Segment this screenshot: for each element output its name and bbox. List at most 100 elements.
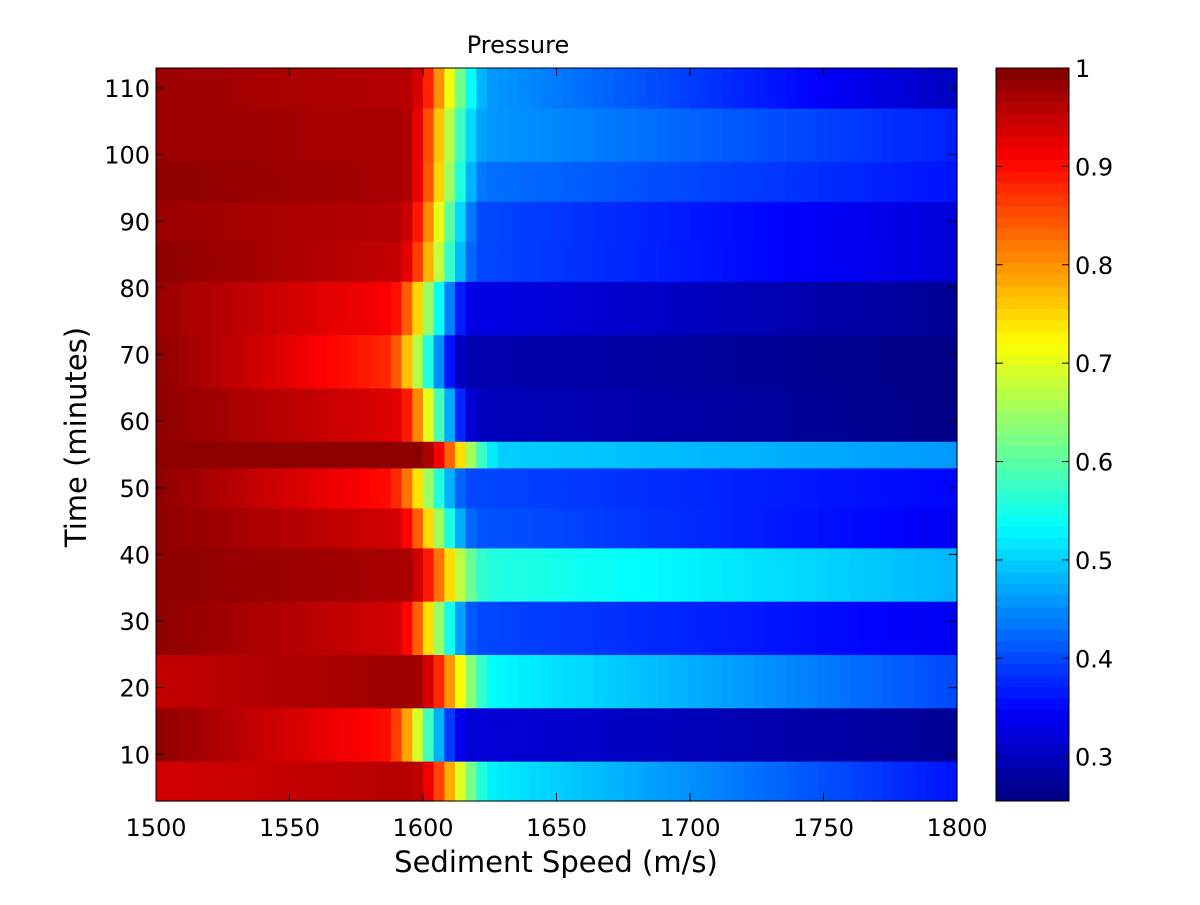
heatmap-cell-r13-c18 (348, 161, 360, 202)
heatmap-cell-r11-c49 (679, 241, 691, 282)
heatmap-cell-r14-c70 (903, 107, 915, 162)
heatmap-cell-r0-c17 (337, 761, 349, 802)
colorbar-segment-48 (996, 239, 1069, 252)
heatmap-cell-r7-c5 (209, 441, 221, 469)
heatmap-cell-r10-c27 (444, 281, 456, 336)
heatmap-cell-r11-c56 (754, 241, 766, 282)
heatmap-cell-r4-c73 (935, 547, 947, 602)
heatmap-cell-r15-c59 (786, 68, 798, 109)
heatmap-cell-r3-c9 (252, 601, 264, 655)
heatmap-cell-r6-c18 (348, 467, 360, 509)
colorbar-segment-46 (996, 262, 1069, 275)
heatmap-cell-r13-c17 (337, 161, 349, 202)
heatmap-cell-r1-c8 (241, 707, 253, 762)
heatmap-cell-r9-c49 (679, 334, 691, 389)
heatmap-cell-r13-c30 (476, 161, 488, 202)
heatmap-cell-r7-c43 (615, 441, 627, 469)
heatmap-cell-r11-c72 (924, 241, 937, 282)
heatmap-cell-r14-c0 (156, 107, 168, 162)
heatmap-cell-r14-c9 (252, 107, 264, 162)
heatmap-cell-r10-c74 (946, 281, 958, 336)
heatmap-cell-r2-c48 (668, 654, 680, 709)
heatmap-cell-r0-c50 (690, 761, 702, 802)
heatmap-cell-r4-c48 (668, 547, 680, 602)
heatmap-cell-r2-c4 (198, 654, 210, 709)
heatmap-cell-r6-c7 (230, 467, 243, 509)
heatmap-cell-r14-c69 (892, 107, 905, 162)
heatmap-cell-r5-c1 (166, 507, 178, 549)
heatmap-cell-r9-c68 (882, 334, 894, 389)
heatmap-cell-r9-c67 (871, 334, 883, 389)
colorbar-segment-62 (996, 79, 1069, 92)
heatmap-cell-r7-c7 (230, 441, 243, 469)
heatmap-cell-r2-c36 (540, 654, 552, 709)
colorbar-segment-43 (996, 297, 1069, 310)
x-tick-label-2: 1600 (392, 814, 453, 842)
colorbar-segment-11 (996, 663, 1069, 676)
heatmap-cell-r6-c62 (818, 467, 830, 509)
heatmap-cell-r13-c51 (700, 161, 712, 202)
heatmap-cell-r11-c27 (444, 241, 456, 282)
heatmap-cell-r9-c38 (561, 334, 574, 389)
heatmap-cell-r7-c51 (700, 441, 712, 469)
heatmap-cell-r1-c60 (796, 707, 809, 762)
heatmap-cell-r13-c11 (273, 161, 285, 202)
heatmap-cell-r7-c40 (583, 441, 595, 469)
heatmap-cell-r8-c26 (433, 387, 445, 442)
colorbar-segment-31 (996, 434, 1069, 447)
heatmap-cell-r5-c39 (572, 507, 584, 549)
heatmap-cell-r8-c15 (316, 387, 328, 442)
heatmap-cell-r10-c29 (465, 281, 477, 336)
heatmap-cell-r8-c47 (657, 387, 670, 442)
heatmap-cell-r13-c33 (508, 161, 520, 202)
heatmap-cell-r2-c16 (326, 654, 339, 709)
heatmap-cell-r2-c62 (818, 654, 830, 709)
heatmap-cell-r7-c57 (764, 441, 777, 469)
heatmap-cell-r7-c33 (508, 441, 520, 469)
heatmap-cell-r10-c32 (497, 281, 510, 336)
heatmap-cell-r1-c7 (230, 707, 243, 762)
heatmap-cell-r0-c24 (412, 761, 424, 802)
heatmap-cell-r0-c23 (401, 761, 413, 802)
heatmap-cell-r0-c42 (604, 761, 616, 802)
heatmap-cell-r8-c61 (807, 387, 819, 442)
heatmap-cell-r3-c47 (657, 601, 670, 655)
heatmap-cell-r13-c66 (860, 161, 873, 202)
heatmap-cell-r2-c17 (337, 654, 349, 709)
colorbar-segment-27 (996, 480, 1069, 493)
heatmap-cell-r7-c53 (722, 441, 734, 469)
heatmap-cell-r11-c12 (284, 241, 296, 282)
heatmap-cell-r15-c29 (465, 68, 477, 109)
heatmap-cell-r15-c62 (818, 68, 830, 109)
heatmap-cell-r11-c20 (369, 241, 381, 282)
heatmap-cell-r10-c42 (604, 281, 616, 336)
y-tick-label-9: 100 (104, 142, 150, 170)
heatmap-cell-r5-c23 (401, 507, 413, 549)
heatmap-cell-r4-c19 (358, 547, 371, 602)
heatmap-cell-r3-c55 (743, 601, 755, 655)
heatmap-cell-r9-c50 (690, 334, 702, 389)
colorbar-segment-13 (996, 640, 1069, 653)
heatmap-cell-r6-c44 (625, 467, 638, 509)
heatmap-cell-r10-c34 (519, 281, 531, 336)
heatmap-cell-r5-c43 (615, 507, 627, 549)
heatmap-cell-r2-c21 (380, 654, 392, 709)
colorbar-segment-8 (996, 697, 1069, 710)
heatmap-cell-r8-c37 (551, 387, 563, 442)
heatmap-cell-r12-c69 (892, 201, 905, 242)
heatmap-cell-r11-c44 (625, 241, 638, 282)
heatmap-cell-r6-c63 (828, 467, 841, 509)
heatmap-cell-r0-c61 (807, 761, 819, 802)
heatmap-cell-r15-c30 (476, 68, 488, 109)
heatmap-cell-r3-c32 (497, 601, 510, 655)
heatmap-cell-r12-c20 (369, 201, 381, 242)
heatmap-cell-r7-c37 (551, 441, 563, 469)
heatmap-cell-r0-c11 (273, 761, 285, 802)
heatmap-cell-r8-c50 (690, 387, 702, 442)
heatmap-cell-r4-c40 (583, 547, 595, 602)
heatmap-cell-r11-c42 (604, 241, 616, 282)
heatmap-cell-r0-c62 (818, 761, 830, 802)
heatmap-cell-r0-c64 (839, 761, 851, 802)
heatmap-cell-r2-c2 (177, 654, 189, 709)
heatmap-cell-r15-c40 (583, 68, 595, 109)
